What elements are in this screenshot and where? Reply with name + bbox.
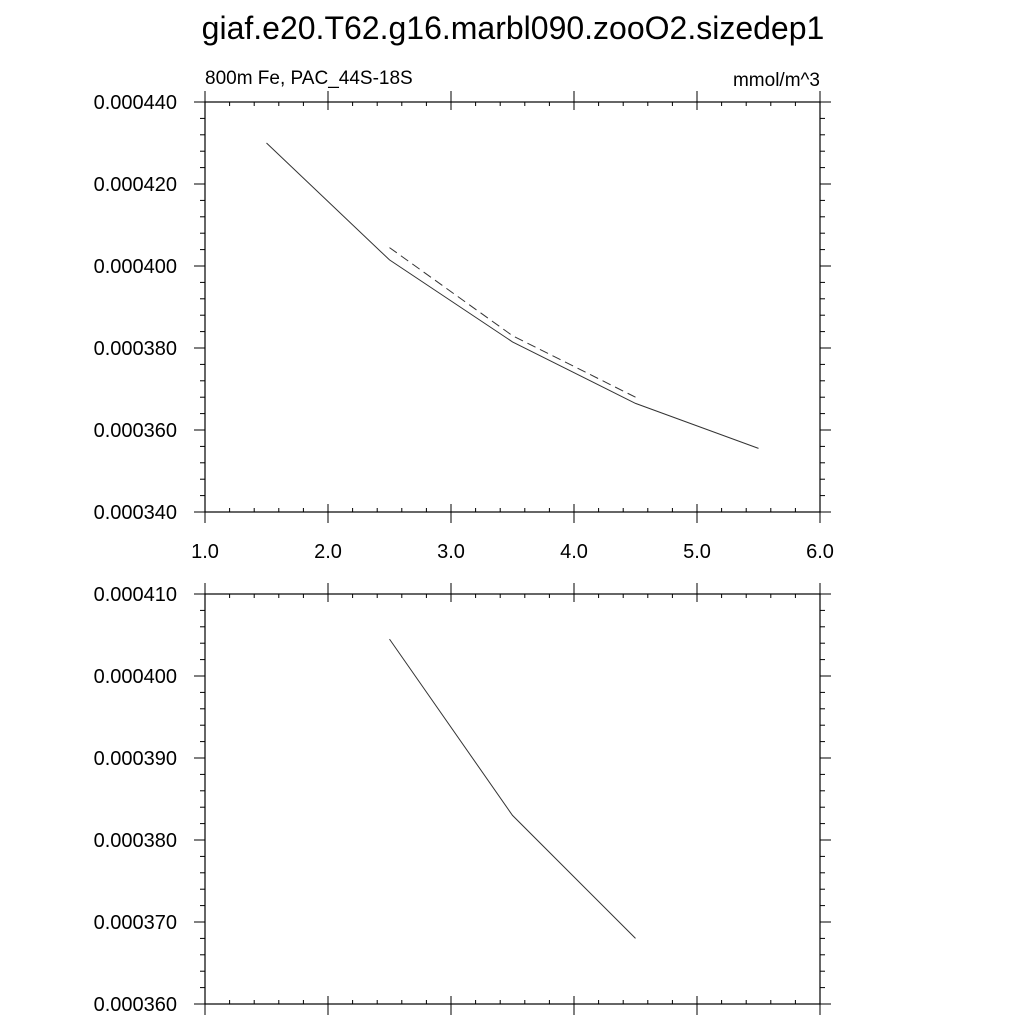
bottom-series bbox=[389, 638, 636, 939]
top-x-tick-labels: 1.0 2.0 3.0 4.0 5.0 6.0 bbox=[191, 541, 834, 563]
series-line-0 bbox=[389, 638, 636, 939]
bottom-plot-frame bbox=[204, 593, 821, 1005]
y-tick-label: 0.000440 bbox=[94, 92, 177, 114]
y-tick-label: 0.000370 bbox=[94, 912, 177, 934]
figure-title: giaf.e20.T62.g16.marbl090.zooO2.sizedep1 bbox=[202, 10, 825, 46]
y-tick-label: 0.000420 bbox=[94, 174, 177, 196]
y-tick-label: 0.000380 bbox=[94, 338, 177, 360]
x-tick-label: 2.0 bbox=[314, 541, 342, 563]
y-tick-label: 0.000400 bbox=[94, 256, 177, 278]
x-tick-label: 4.0 bbox=[560, 541, 588, 563]
top-panel: 800m Fe, PAC_44S-18S mmol/m^3 0.0003400.… bbox=[94, 68, 834, 563]
bottom-ticks bbox=[194, 583, 831, 1015]
top-series bbox=[266, 142, 759, 449]
bottom-y-tick-labels: 0.000360 0.000370 0.000380 0.000390 0.000400… bbox=[94, 584, 177, 1016]
top-ticks bbox=[194, 91, 831, 523]
y-tick-label: 0.000360 bbox=[94, 420, 177, 442]
y-tick-label: 0.000380 bbox=[94, 830, 177, 852]
y-tick-label: 0.000400 bbox=[94, 666, 177, 688]
bottom-panel: 0.000360 0.000370 0.000380 0.000390 0.000400… bbox=[94, 583, 831, 1016]
y-tick-label: 0.000390 bbox=[94, 748, 177, 770]
series-line-0 bbox=[266, 142, 759, 449]
y-tick-label: 0.000410 bbox=[94, 584, 177, 606]
x-tick-label: 1.0 bbox=[191, 541, 219, 563]
top-left-label: 800m Fe, PAC_44S-18S bbox=[205, 68, 413, 89]
y-tick-label: 0.000340 bbox=[94, 502, 177, 524]
x-tick-label: 3.0 bbox=[437, 541, 465, 563]
top-units-label: mmol/m^3 bbox=[733, 70, 820, 91]
top-y-tick-labels: 0.000340 0.000360 0.000380 0.000400 0.000420… bbox=[94, 92, 177, 524]
x-tick-label: 6.0 bbox=[806, 541, 834, 563]
top-plot-frame bbox=[204, 101, 821, 513]
y-tick-label: 0.000360 bbox=[94, 994, 177, 1016]
x-tick-label: 5.0 bbox=[683, 541, 711, 563]
series-line-1 bbox=[389, 247, 636, 398]
